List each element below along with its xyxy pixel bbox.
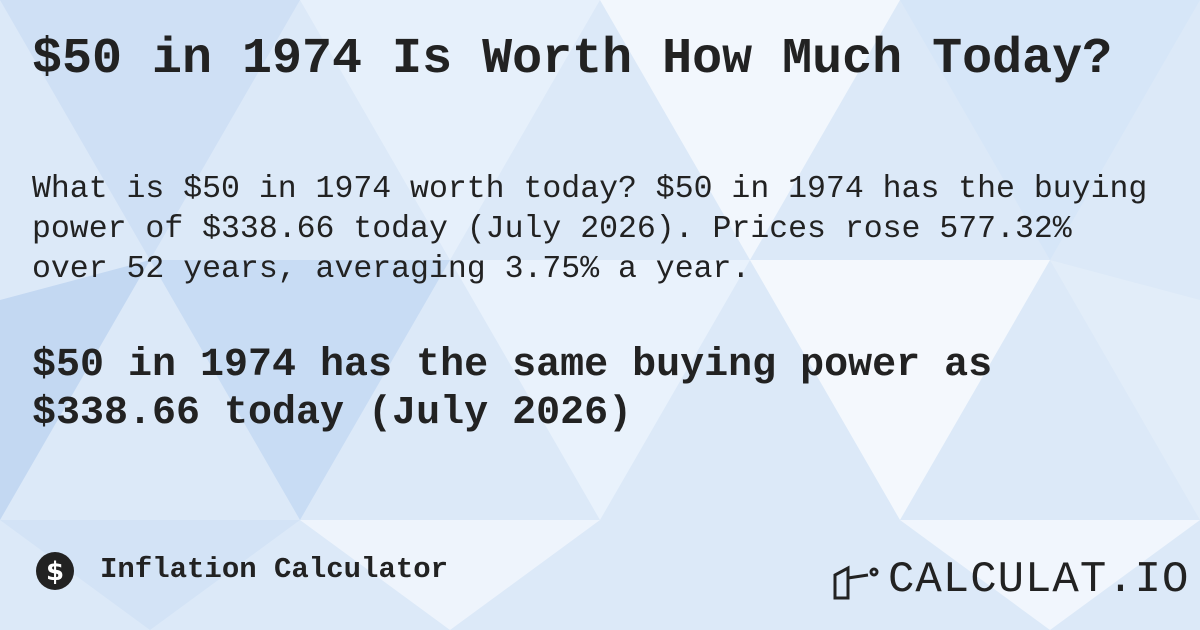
brand-logo[interactable]: CALCULAT.IO <box>888 555 1190 605</box>
highlight-line: $50 in 1974 has the same buying power as <box>32 343 993 388</box>
title: $50 in 1974 Is Worth How Much Today? <box>32 31 1113 88</box>
highlight: $50 in 1974 has the same buying power as… <box>32 342 992 438</box>
summary-line: What is $50 in 1974 worth today? $50 in … <box>32 172 1148 207</box>
brand-icon <box>833 565 879 600</box>
highlight-line: $338.66 today (July 2026) <box>32 391 633 436</box>
summary: What is $50 in 1974 worth today? $50 in … <box>32 170 1147 290</box>
summary-line: power of $338.66 today (July 2026). Pric… <box>32 212 1072 247</box>
dollar-glyph: $ <box>46 557 64 587</box>
summary-line: over 52 years, averaging 3.75% a year. <box>32 252 751 287</box>
dollar-icon <box>36 552 74 590</box>
calculator-label: Inflation Calculator <box>100 553 449 586</box>
